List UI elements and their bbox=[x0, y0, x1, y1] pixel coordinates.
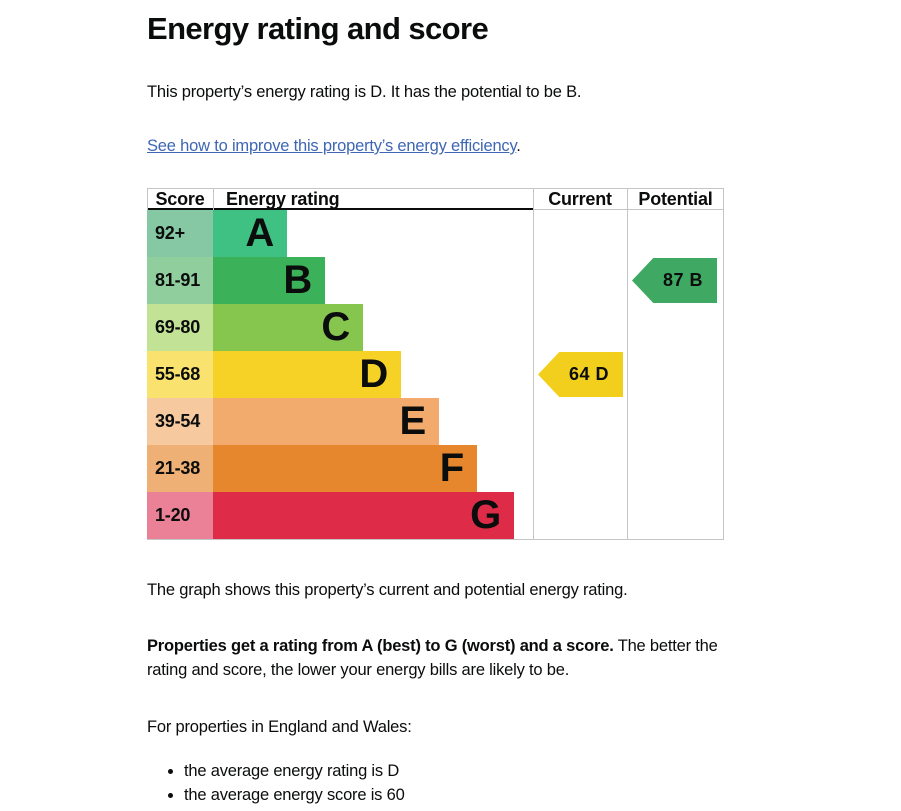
rating-bar-f: F bbox=[213, 445, 477, 492]
rating-bar-b: B bbox=[213, 257, 325, 304]
gridline bbox=[723, 188, 724, 540]
rating-bar-a: A bbox=[213, 210, 287, 257]
rating-bar-c: C bbox=[213, 304, 363, 351]
column-header-current: Current bbox=[548, 188, 612, 209]
score-range-b: 81-91 bbox=[147, 257, 213, 304]
link-suffix: . bbox=[516, 137, 521, 155]
average-score-item: the average energy score is 60 bbox=[184, 783, 727, 807]
epc-rating-chart: Score Energy rating Current Potential 92… bbox=[147, 188, 724, 540]
gridline bbox=[533, 209, 724, 210]
rating-bar-g: G bbox=[213, 492, 514, 539]
gridline bbox=[533, 188, 534, 540]
page-content: Energy rating and score This property’s … bbox=[147, 11, 727, 807]
column-header-score: Score bbox=[155, 188, 205, 209]
improve-efficiency-link[interactable]: See how to improve this property’s energ… bbox=[147, 137, 517, 155]
score-range-a: 92+ bbox=[147, 210, 213, 257]
band-row-d: 55-68 D bbox=[147, 351, 724, 398]
band-rows: 92+ A 81-91 B 69-80 C 55-68 D 39-54 E 21-38 F 1-20 G bbox=[147, 210, 724, 539]
chart-header-row: Score Energy rating Current Potential bbox=[147, 188, 724, 210]
band-row-c: 69-80 C bbox=[147, 304, 724, 351]
rating-bar-e: E bbox=[213, 398, 439, 445]
gridline bbox=[627, 188, 628, 540]
rating-explanation-bold: Properties get a rating from A (best) to… bbox=[147, 637, 614, 655]
graph-caption: The graph shows this property’s current … bbox=[147, 581, 628, 599]
current-rating-marker: 64 D bbox=[538, 352, 623, 397]
gridline bbox=[147, 188, 724, 189]
rating-explanation: Properties get a rating from A (best) to… bbox=[147, 634, 727, 682]
header-underline bbox=[147, 208, 533, 210]
region-heading: For properties in England and Wales: bbox=[147, 718, 412, 736]
band-row-e: 39-54 E bbox=[147, 398, 724, 445]
rating-summary-text: This property’s energy rating is D. It h… bbox=[147, 83, 582, 101]
band-row-b: 81-91 B bbox=[147, 257, 724, 304]
rating-bar-d: D bbox=[213, 351, 401, 398]
band-row-g: 1-20 G bbox=[147, 492, 724, 539]
score-range-d: 55-68 bbox=[147, 351, 213, 398]
gridline bbox=[213, 188, 214, 210]
gridline bbox=[147, 188, 148, 210]
gridline bbox=[147, 539, 724, 540]
score-range-e: 39-54 bbox=[147, 398, 213, 445]
potential-rating-marker: 87 B bbox=[632, 258, 717, 303]
band-row-a: 92+ A bbox=[147, 210, 724, 257]
score-range-g: 1-20 bbox=[147, 492, 213, 539]
average-rating-item: the average energy rating is D bbox=[184, 759, 727, 783]
column-header-potential: Potential bbox=[638, 188, 713, 209]
column-header-energy-rating: Energy rating bbox=[226, 188, 340, 209]
score-range-c: 69-80 bbox=[147, 304, 213, 351]
improve-link-line: See how to improve this property’s energ… bbox=[147, 134, 727, 158]
band-row-f: 21-38 F bbox=[147, 445, 724, 492]
page-title: Energy rating and score bbox=[147, 11, 489, 46]
rating-explanation-rest: The better the rating and score, the low… bbox=[147, 637, 718, 679]
score-range-f: 21-38 bbox=[147, 445, 213, 492]
